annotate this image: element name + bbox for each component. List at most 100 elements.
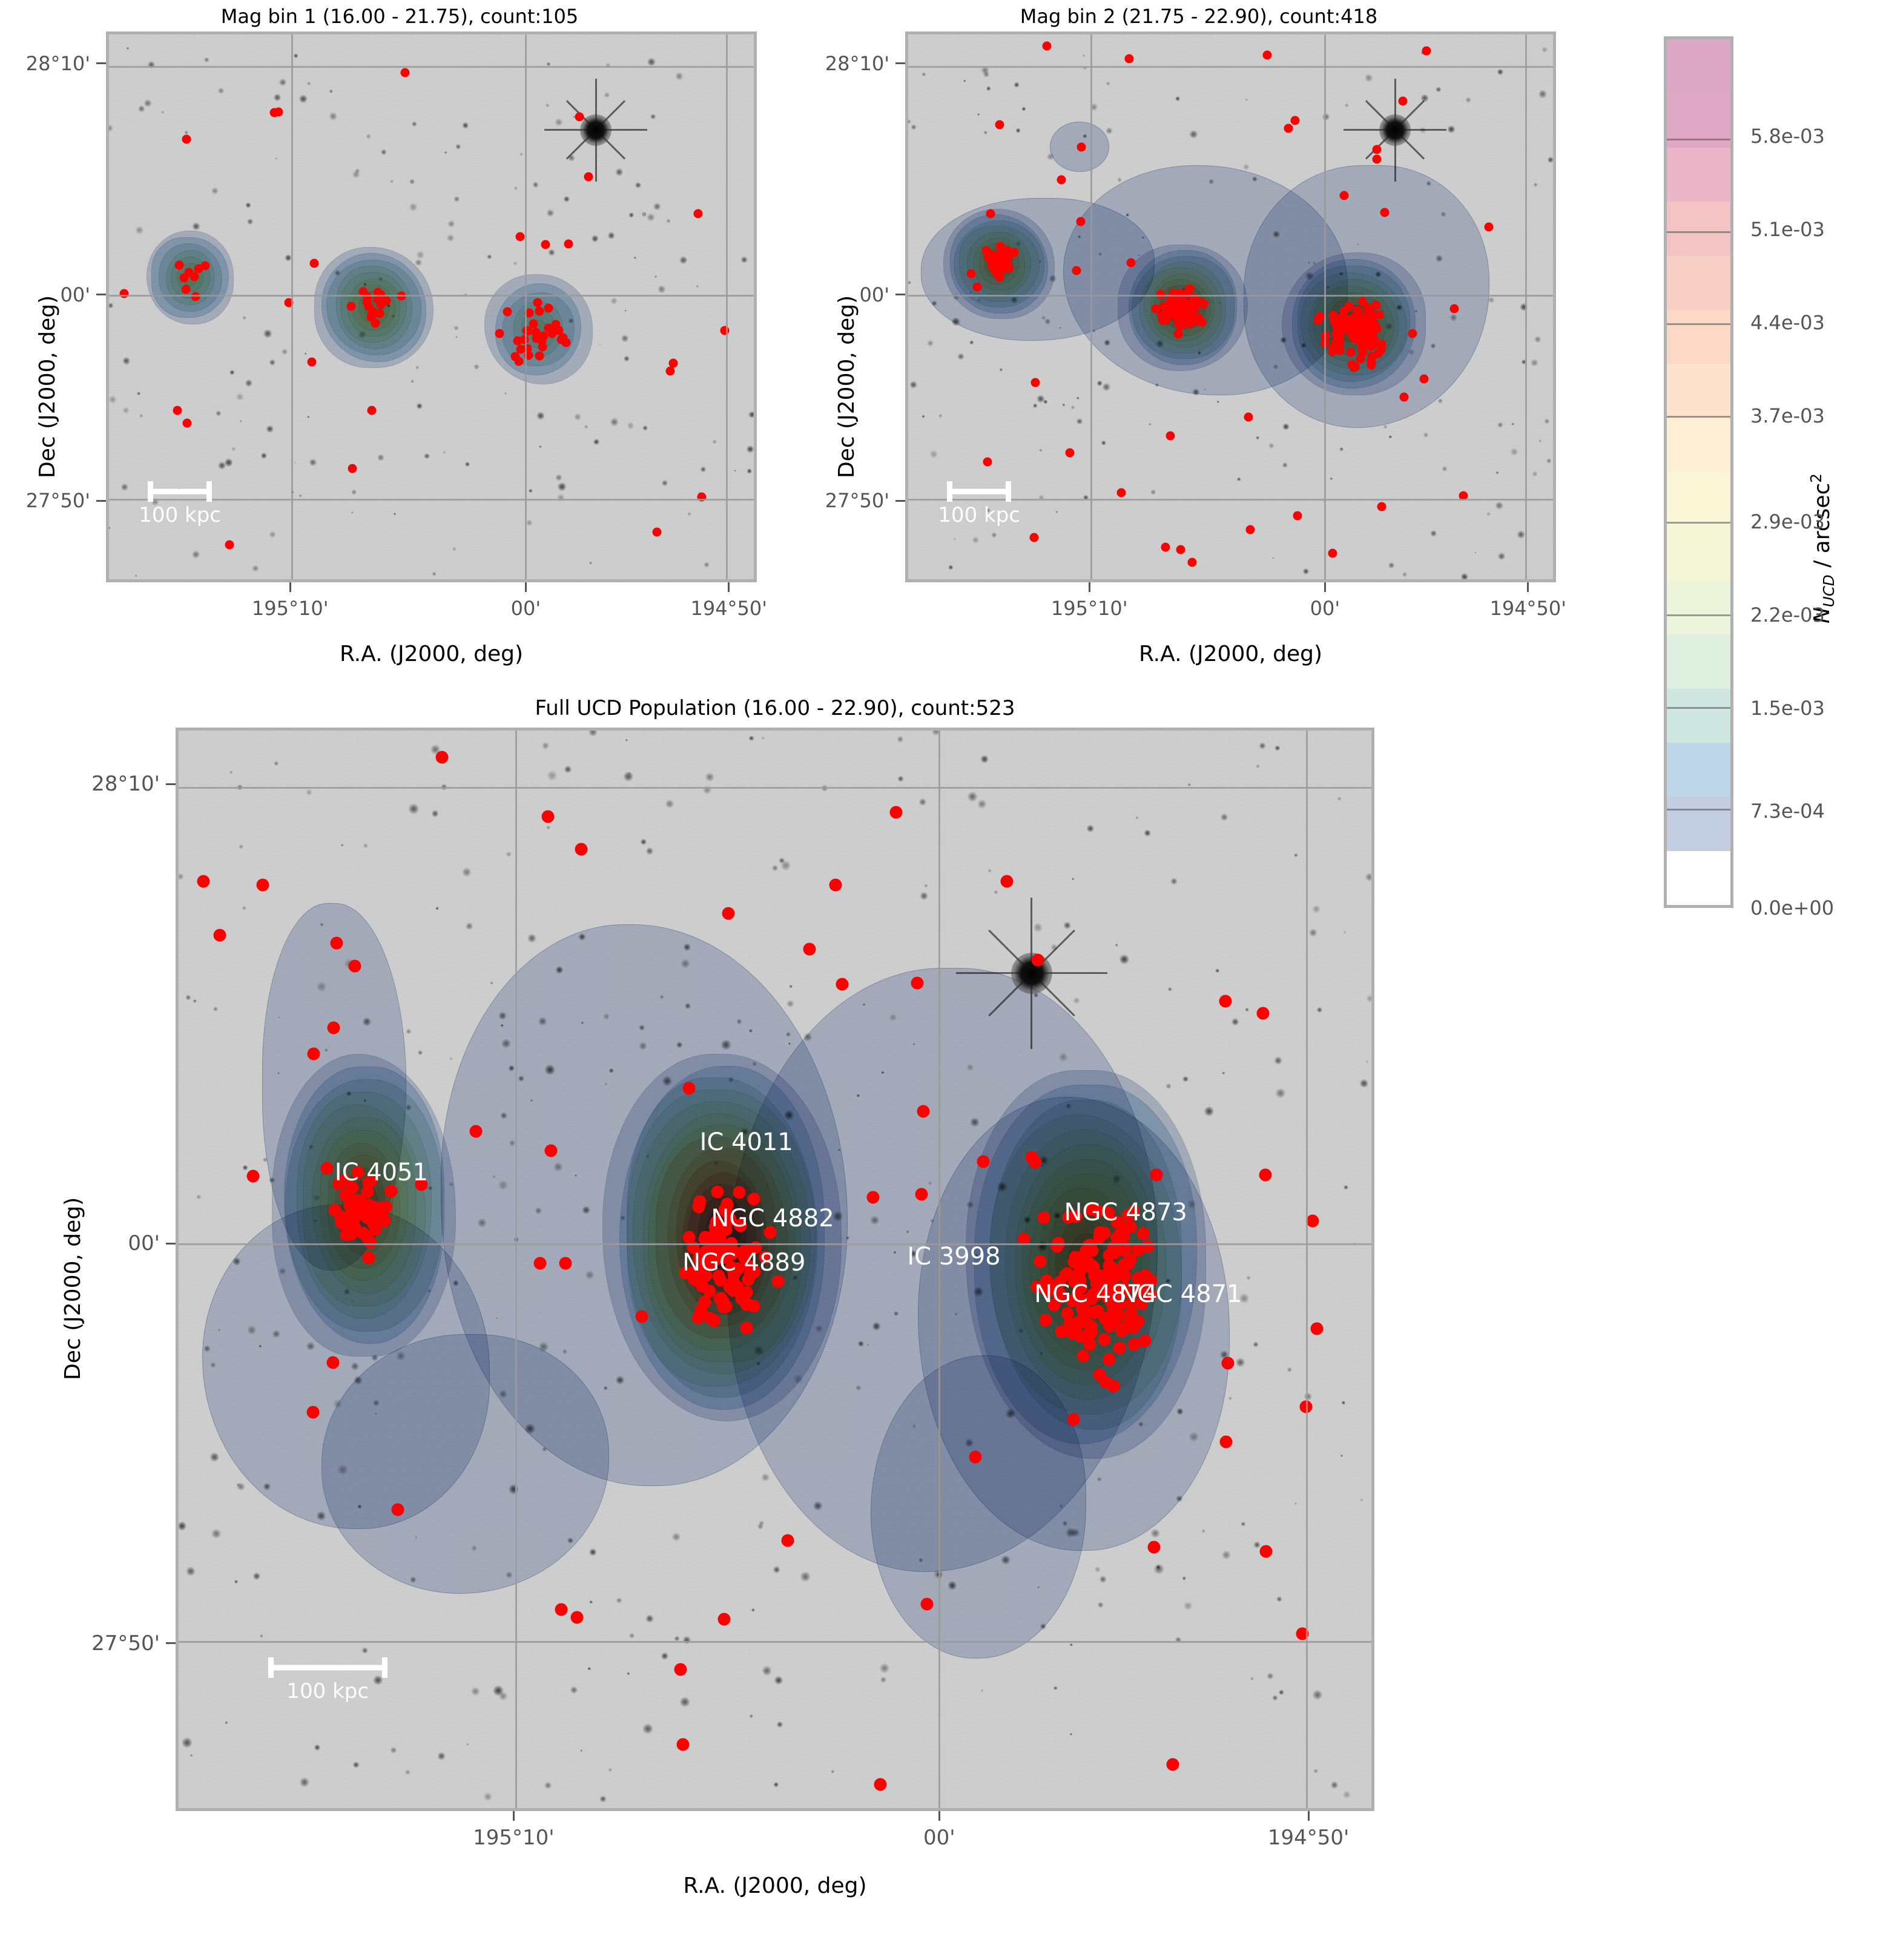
colorbar-segment [1667, 147, 1730, 202]
panel-title-full-population: Full UCD Population (16.00 - 22.90), cou… [535, 696, 1015, 720]
background-galaxy [453, 325, 459, 331]
ucd-point [682, 1082, 696, 1095]
yaxis-tick-label: 00' [859, 283, 889, 306]
background-galaxy [363, 1017, 372, 1026]
ucd-point [803, 942, 816, 956]
ucd-point [173, 406, 182, 415]
background-galaxy [803, 1033, 812, 1042]
background-galaxy [813, 1501, 823, 1511]
background-galaxy [1294, 1502, 1297, 1505]
yaxis-tick-label: 27°50' [91, 1631, 160, 1656]
ucd-point [1331, 315, 1341, 324]
sky-image-mag-bin-1[interactable]: 100 kpc [106, 31, 757, 582]
ucd-point [719, 1223, 733, 1236]
yaxis-tick [895, 499, 905, 502]
yaxis-tick [895, 294, 905, 296]
background-galaxy [929, 450, 938, 458]
background-galaxy [1192, 388, 1200, 396]
background-galaxy [788, 1042, 791, 1045]
background-galaxy [234, 1579, 239, 1583]
background-galaxy [495, 1317, 498, 1320]
xaxis-tick [1527, 582, 1529, 592]
background-galaxy [589, 1548, 597, 1556]
sky-image-full-population[interactable]: 100 kpc IC 4051 IC 4011 NGC 4882 NGC 4889 IC … [176, 728, 1374, 1811]
ucd-point [1077, 1349, 1090, 1363]
background-galaxy [1426, 180, 1431, 186]
background-galaxy [120, 483, 128, 491]
scale-bar-line [268, 1665, 387, 1671]
sky-image-mag-bin-2[interactable]: 100 kpc [905, 31, 1556, 582]
background-galaxy [1388, 435, 1392, 439]
background-galaxy [1365, 1060, 1368, 1063]
background-galaxy [526, 519, 533, 526]
ucd-point [1459, 491, 1468, 501]
ucd-point [911, 976, 924, 990]
background-galaxy [1119, 954, 1129, 965]
ucd-point [866, 1191, 880, 1204]
background-galaxy [908, 280, 912, 284]
ucd-point [575, 112, 584, 122]
ucd-point [1199, 299, 1208, 309]
background-galaxy [1236, 477, 1241, 481]
background-galaxy [581, 1021, 584, 1025]
background-galaxy [196, 1194, 201, 1199]
background-galaxy [242, 906, 246, 910]
background-galaxy [337, 1464, 348, 1475]
background-galaxy [564, 765, 572, 773]
ucd-point [1115, 1324, 1129, 1338]
colorbar-segment [1667, 688, 1730, 743]
ucd-point [1315, 312, 1325, 321]
background-galaxy [837, 1148, 841, 1152]
background-galaxy [416, 403, 423, 410]
ucd-point [306, 1406, 320, 1419]
ucd-point [714, 1292, 728, 1305]
background-galaxy [415, 366, 419, 369]
background-galaxy [272, 1330, 280, 1338]
background-galaxy [466, 922, 473, 930]
background-galaxy [880, 1663, 890, 1674]
xaxis-tick [1307, 1811, 1310, 1821]
background-galaxy [557, 482, 566, 491]
scale-bar-cap-right [1006, 481, 1012, 502]
colorbar[interactable] [1664, 36, 1733, 908]
background-galaxy [1204, 1107, 1215, 1117]
ucd-point [1029, 533, 1039, 542]
ucd-point [362, 1251, 375, 1264]
ucd-point [225, 540, 234, 550]
colorbar-level-line [1667, 808, 1730, 811]
ucd-point [533, 298, 542, 307]
background-galaxy [391, 314, 396, 318]
background-galaxy [800, 1571, 811, 1582]
background-galaxy [209, 1453, 219, 1462]
background-galaxy [748, 735, 754, 741]
background-galaxy [373, 1676, 383, 1685]
colorbar-tick-label: 5.8e-03 [1750, 124, 1825, 148]
background-galaxy [293, 53, 298, 59]
background-galaxy [1115, 943, 1118, 947]
background-galaxy [462, 122, 469, 129]
background-galaxy [1141, 236, 1144, 239]
ucd-point [348, 959, 361, 973]
ucd-point [733, 1218, 747, 1232]
ucd-point [1371, 300, 1381, 310]
ucd-point [1017, 1232, 1030, 1246]
background-galaxy [466, 1743, 469, 1746]
background-galaxy [653, 203, 661, 210]
ucd-point [1100, 1268, 1113, 1281]
background-galaxy [109, 395, 117, 404]
background-galaxy [563, 196, 570, 203]
colorbar-segment [1667, 850, 1730, 905]
background-galaxy [449, 1057, 453, 1061]
background-galaxy [547, 209, 555, 217]
galaxy-label-ngc-4889: NGC 4889 [682, 1249, 806, 1277]
background-galaxy [1083, 495, 1089, 501]
background-galaxy [616, 1597, 622, 1603]
background-galaxy [1201, 1529, 1205, 1533]
background-galaxy [405, 1104, 412, 1111]
background-galaxy [217, 1328, 221, 1332]
yaxis-tick [166, 1642, 176, 1645]
ucd-point [1306, 1214, 1319, 1228]
background-galaxy [846, 1236, 850, 1240]
background-galaxy [239, 419, 242, 423]
background-galaxy [245, 202, 251, 208]
